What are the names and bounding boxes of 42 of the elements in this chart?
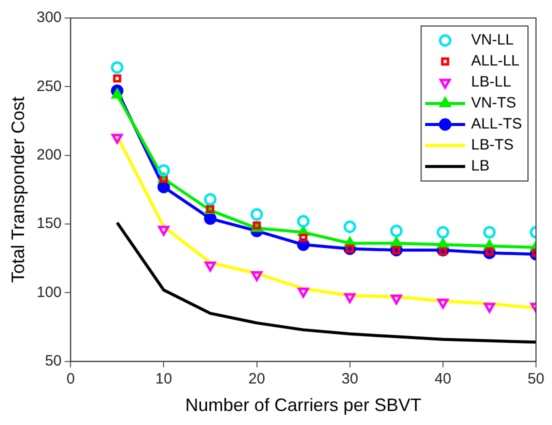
point (112, 88, 123, 99)
point (204, 262, 216, 272)
legend-label: VN-LL (471, 32, 514, 49)
x-axis-title: Number of Carriers per SBVT (185, 395, 422, 416)
point (297, 215, 310, 228)
point (390, 224, 403, 238)
y-axis-title: Total Transponder Cost (8, 96, 28, 283)
x-tick-label: 20 (248, 370, 266, 388)
point (251, 271, 262, 282)
point (483, 226, 496, 239)
y-tick-label: 200 (36, 146, 62, 164)
y-tick-label: 50 (44, 352, 62, 370)
legend-label: VN-TS (471, 94, 516, 112)
x-tick-label: 40 (434, 370, 452, 388)
x-tick-label: 50 (528, 370, 544, 388)
point (344, 293, 356, 304)
point (158, 226, 170, 236)
x-tick-label: 30 (342, 370, 358, 388)
y-tick-label: 300 (36, 9, 62, 26)
point (110, 61, 124, 74)
point (484, 302, 496, 313)
point (390, 237, 402, 248)
y-tick-label: 250 (36, 78, 62, 95)
y-tick-label: 100 (36, 284, 62, 301)
point (390, 294, 402, 304)
y-tick-label: 150 (36, 215, 62, 232)
legend-label: LB-TS (471, 136, 514, 154)
point (250, 208, 264, 221)
legend-label: LB (471, 158, 490, 175)
point (113, 74, 122, 83)
point (298, 288, 309, 298)
x-tick-label: 10 (155, 370, 172, 388)
legend-label: ALL-LL (471, 52, 520, 70)
point (437, 298, 449, 309)
point (344, 220, 356, 234)
point (436, 226, 450, 239)
point (299, 234, 308, 242)
legend-label: LB-LL (471, 74, 512, 91)
point (204, 193, 216, 206)
x-tick-label: 0 (66, 370, 75, 388)
legend-label: ALL-TS (471, 116, 522, 133)
point (157, 164, 170, 177)
